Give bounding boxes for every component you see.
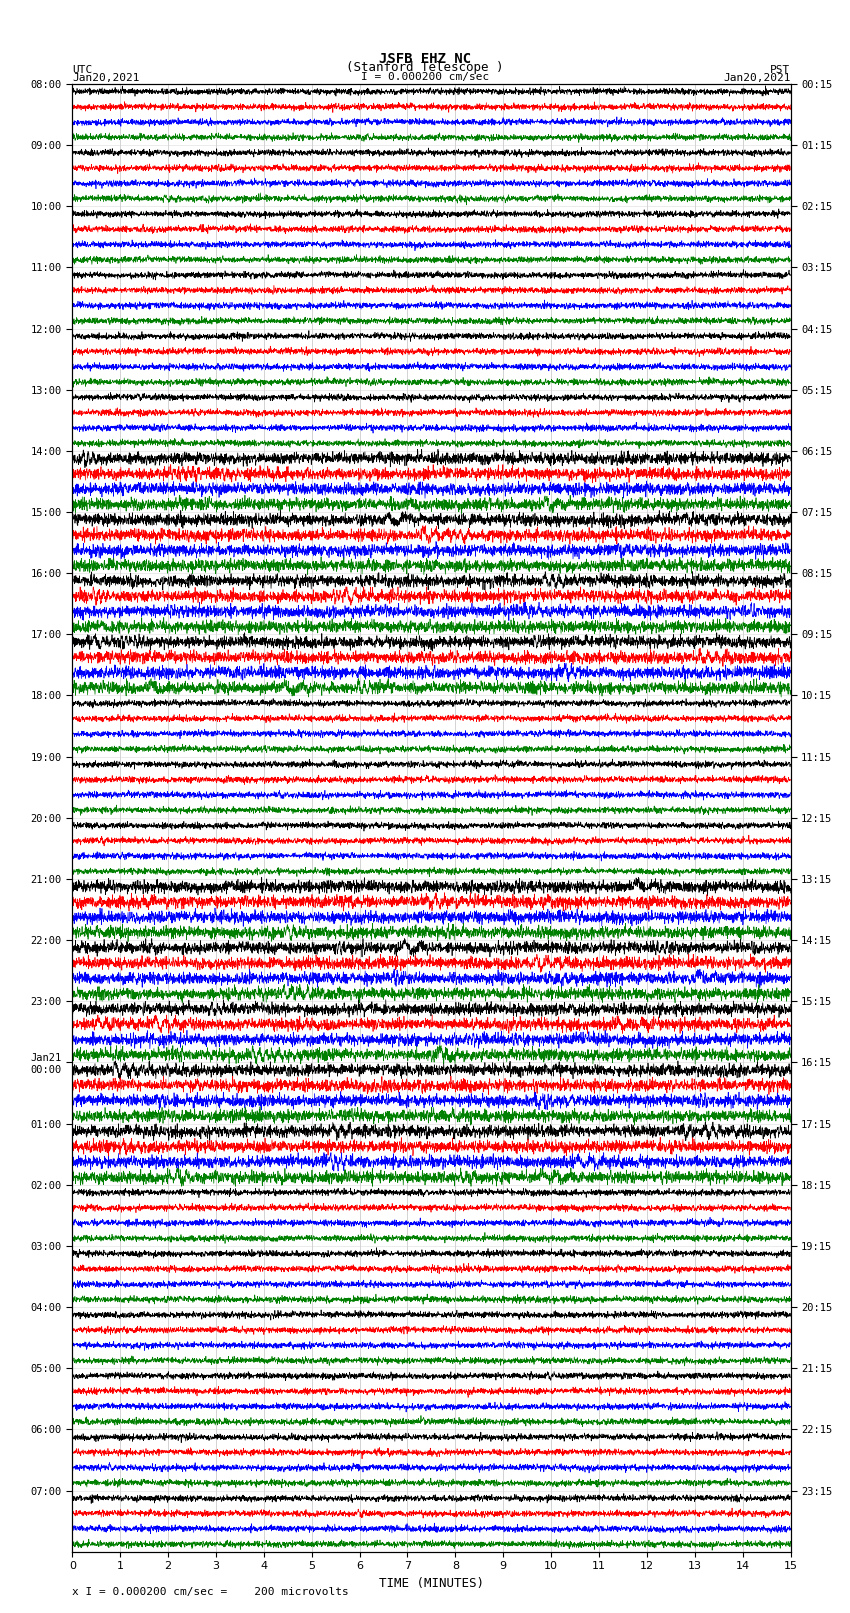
Text: PST: PST — [770, 65, 790, 76]
Text: I = 0.000200 cm/sec: I = 0.000200 cm/sec — [361, 73, 489, 82]
Text: Jan20,2021: Jan20,2021 — [72, 73, 139, 84]
Text: Jan20,2021: Jan20,2021 — [723, 73, 791, 84]
Text: JSFB EHZ NC: JSFB EHZ NC — [379, 52, 471, 66]
X-axis label: TIME (MINUTES): TIME (MINUTES) — [379, 1578, 484, 1590]
Text: (Stanford Telescope ): (Stanford Telescope ) — [346, 61, 504, 74]
Text: x I = 0.000200 cm/sec =    200 microvolts: x I = 0.000200 cm/sec = 200 microvolts — [72, 1587, 349, 1597]
Text: UTC: UTC — [72, 65, 93, 76]
